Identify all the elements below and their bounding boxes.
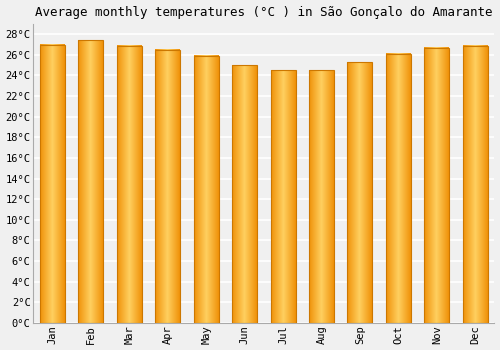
Bar (194, 56, 218, 323)
Title: Average monthly temperatures (°C ) in São Gonçalo do Amarante: Average monthly temperatures (°C ) in Sã… (35, 6, 492, 19)
Bar (117, 46, 142, 323)
Bar (348, 62, 372, 323)
Bar (386, 54, 411, 323)
Bar (40, 44, 65, 323)
Bar (270, 70, 295, 323)
Bar (424, 48, 450, 323)
Bar (156, 50, 180, 323)
Bar (309, 70, 334, 323)
Bar (232, 65, 257, 323)
Bar (462, 46, 487, 323)
Bar (78, 40, 104, 323)
